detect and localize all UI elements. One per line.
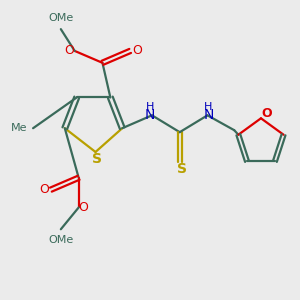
Text: H: H [204, 102, 213, 112]
Text: O: O [39, 183, 49, 196]
Text: O: O [132, 44, 142, 57]
Text: O: O [262, 107, 272, 120]
Text: O: O [64, 44, 74, 57]
Text: N: N [145, 108, 155, 122]
Text: H: H [146, 102, 154, 112]
Text: Me: Me [11, 123, 27, 133]
Text: N: N [203, 108, 214, 122]
Text: OMe: OMe [48, 13, 74, 23]
Text: O: O [79, 201, 88, 214]
Text: OMe: OMe [48, 235, 74, 245]
Text: S: S [177, 162, 187, 176]
Text: S: S [92, 152, 103, 166]
